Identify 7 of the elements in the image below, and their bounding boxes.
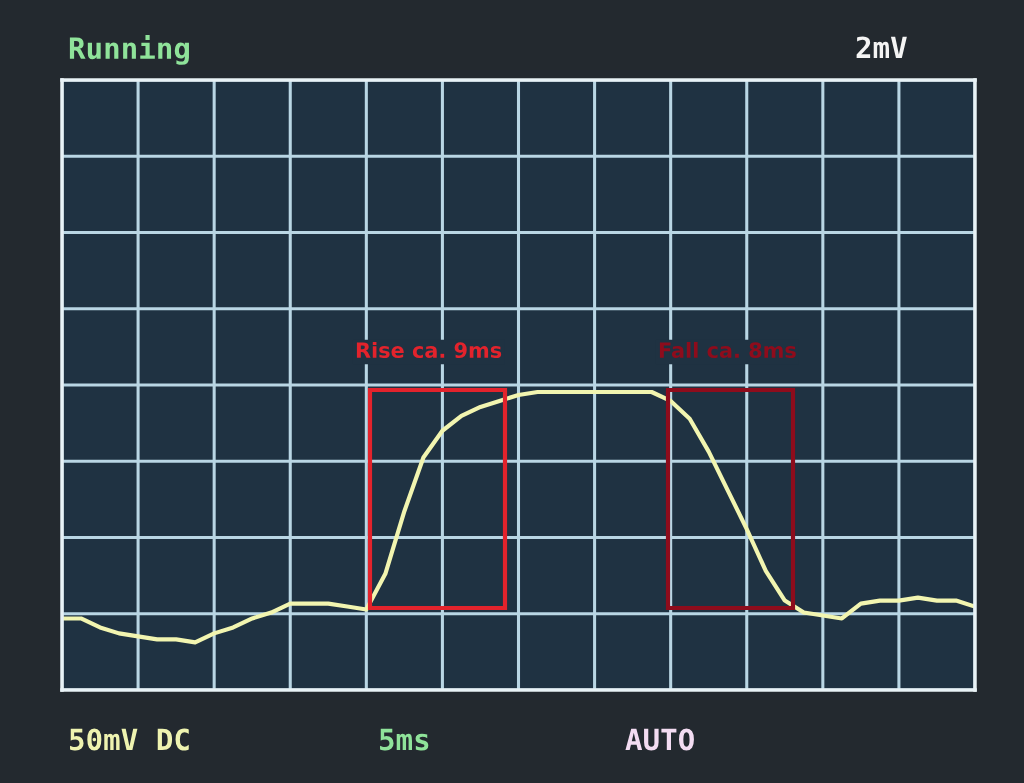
text: AUTO — [625, 728, 694, 751]
text: 50mV DC — [70, 728, 189, 751]
text: 5ms — [380, 728, 429, 751]
text: Fall ca. 8ms — [659, 341, 796, 359]
chart-title: Running — [69, 35, 189, 65]
text: Rise ca. 9ms — [356, 341, 502, 359]
text: 2mV — [856, 36, 907, 59]
